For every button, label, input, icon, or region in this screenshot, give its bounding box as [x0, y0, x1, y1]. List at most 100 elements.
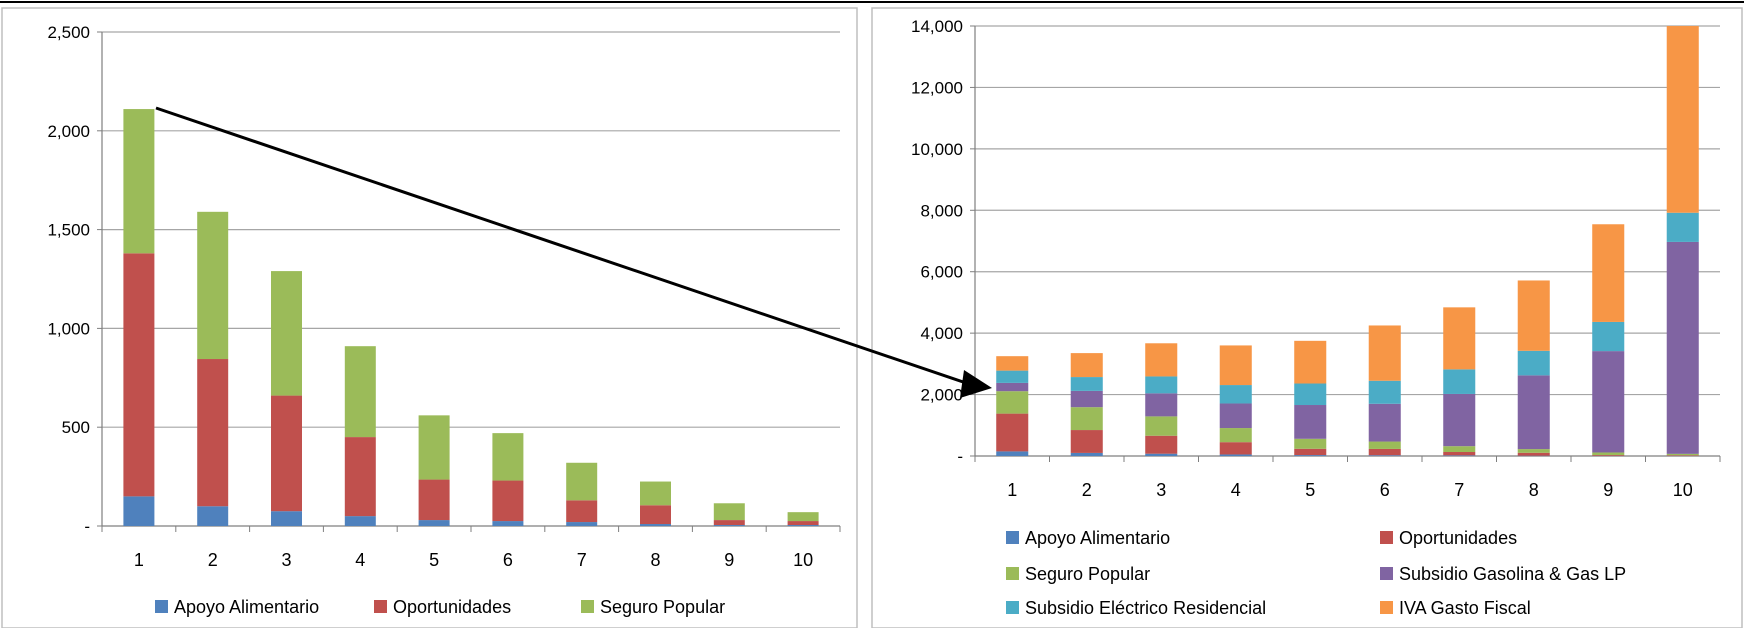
- bar-segment: [1219, 345, 1252, 386]
- legend-label: Oportunidades: [1399, 528, 1517, 548]
- bar-segment: [996, 356, 1029, 371]
- x-tick-label: 4: [355, 550, 365, 570]
- x-tick-label: 2: [208, 550, 218, 570]
- bar-segment: [344, 437, 376, 517]
- bar-segment: [1294, 405, 1327, 439]
- bar-segment: [1145, 453, 1178, 456]
- bar-segment: [1368, 455, 1401, 456]
- y-tick-label: -: [957, 447, 963, 466]
- bar-segment: [996, 370, 1029, 383]
- bar-segment: [123, 496, 155, 526]
- y-tick-label: 2,500: [47, 23, 90, 42]
- bar-segment: [1070, 353, 1103, 378]
- x-tick-label: 5: [429, 550, 439, 570]
- bar-segment: [566, 500, 598, 523]
- bar-segment: [1070, 452, 1103, 456]
- y-tick-label: 1,000: [47, 319, 90, 338]
- bar-segment: [640, 505, 671, 525]
- bar-segment: [1443, 452, 1476, 456]
- legend-label: Subsidio Gasolina & Gas LP: [1399, 564, 1626, 584]
- bar-segment: [787, 521, 819, 526]
- bar-segment: [996, 382, 1029, 392]
- annotation-arrow-line: [155, 106, 973, 387]
- bar-segment: [123, 109, 155, 254]
- bar-segment: [1443, 393, 1476, 447]
- bar-segment: [1592, 452, 1625, 456]
- bar-segment: [1145, 343, 1178, 377]
- bar-segment: [1517, 452, 1550, 456]
- bar-segment: [640, 481, 671, 506]
- bar-segment: [1666, 212, 1699, 242]
- y-tick-label: 4,000: [920, 324, 963, 343]
- legend-swatch: [1006, 601, 1019, 614]
- bar-segment: [1294, 438, 1327, 449]
- bar-segment: [492, 521, 524, 526]
- bar-segment: [1666, 455, 1699, 456]
- legend-label: Apoyo Alimentario: [1025, 528, 1170, 548]
- bar-segment: [787, 525, 819, 526]
- bar-segment: [1145, 376, 1178, 394]
- bar-segment: [996, 391, 1029, 414]
- bar-segment: [1592, 224, 1625, 322]
- x-tick-label: 9: [1603, 480, 1613, 500]
- bar-segment: [640, 524, 671, 526]
- y-tick-label: 14,000: [911, 17, 963, 36]
- bar-segment: [1517, 449, 1550, 453]
- x-tick-label: 2: [1082, 480, 1092, 500]
- bar-segment: [197, 359, 229, 507]
- legend-label: Oportunidades: [393, 597, 511, 617]
- bar-segment: [1219, 428, 1252, 443]
- x-tick-label: 10: [793, 550, 813, 570]
- bar-segment: [344, 346, 376, 438]
- bar-segment: [1368, 325, 1401, 381]
- legend-swatch: [581, 600, 594, 613]
- bar-segment: [1666, 241, 1699, 454]
- bar-segment: [996, 413, 1029, 452]
- x-tick-label: 5: [1305, 480, 1315, 500]
- bar-segment: [123, 253, 155, 497]
- x-tick-label: 4: [1231, 480, 1241, 500]
- bar-segment: [271, 395, 302, 512]
- bar-segment: [1070, 407, 1103, 431]
- bar-segment: [418, 415, 450, 480]
- y-tick-label: 6,000: [920, 263, 963, 282]
- x-tick-label: 9: [724, 550, 734, 570]
- bar-segment: [1443, 369, 1476, 394]
- y-tick-label: 2,000: [920, 386, 963, 405]
- x-tick-label: 6: [503, 550, 513, 570]
- legend-label: Apoyo Alimentario: [174, 597, 319, 617]
- bar-segment: [1666, 26, 1699, 213]
- x-tick-label: 3: [281, 550, 291, 570]
- legend-label: Seguro Popular: [600, 597, 725, 617]
- annotation-arrowhead: [960, 370, 992, 398]
- y-tick-label: -: [84, 517, 90, 536]
- legend-label: Subsidio Eléctrico Residencial: [1025, 598, 1266, 618]
- bar-segment: [1517, 350, 1550, 376]
- x-tick-label: 6: [1380, 480, 1390, 500]
- y-tick-label: 12,000: [911, 78, 963, 97]
- x-tick-label: 1: [1007, 480, 1017, 500]
- bar-segment: [1294, 448, 1327, 456]
- bar-segment: [1368, 380, 1401, 404]
- y-tick-label: 2,000: [47, 122, 90, 141]
- bar-segment: [271, 271, 302, 396]
- bar-segment: [1368, 448, 1401, 456]
- bar-segment: [1219, 442, 1252, 455]
- bar-segment: [492, 433, 524, 481]
- bar-segment: [713, 503, 745, 521]
- bar-segment: [1517, 280, 1550, 351]
- legend-label: IVA Gasto Fiscal: [1399, 598, 1531, 618]
- bar-segment: [1666, 453, 1699, 456]
- legend-swatch: [155, 600, 168, 613]
- legend-label: Seguro Popular: [1025, 564, 1150, 584]
- y-tick-label: 10,000: [911, 140, 963, 159]
- bar-segment: [1294, 383, 1327, 406]
- bar-segment: [566, 462, 598, 501]
- bar-segment: [492, 480, 524, 522]
- x-tick-label: 7: [577, 550, 587, 570]
- bar-segment: [1592, 455, 1625, 456]
- x-tick-label: 8: [650, 550, 660, 570]
- bar-segment: [1517, 375, 1550, 450]
- legend-swatch: [1380, 601, 1393, 614]
